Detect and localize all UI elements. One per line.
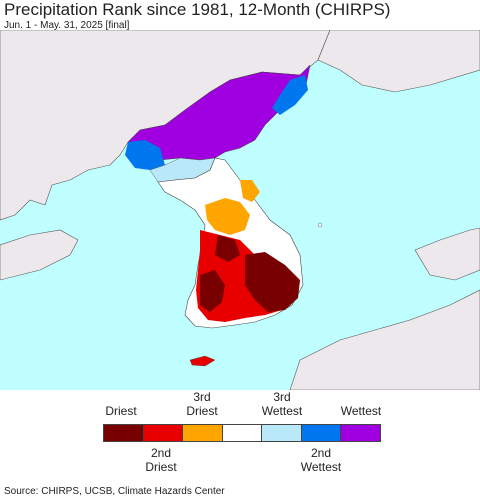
legend-color-bar bbox=[103, 424, 381, 442]
source-credit: Source: CHIRPS, UCSB, Climate Hazards Ce… bbox=[4, 486, 225, 497]
legend-label-wettest: Wettest bbox=[340, 404, 382, 418]
nk-2nd-wettest-west bbox=[125, 140, 165, 170]
land-japan bbox=[289, 289, 480, 390]
legend-label-2nd-wettest: 2nd Wettest bbox=[300, 446, 342, 474]
land-japan-north bbox=[414, 227, 480, 281]
legend-swatch-wettest bbox=[341, 425, 381, 441]
legend-label-3rd-driest: 3rd Driest bbox=[186, 390, 218, 418]
sk-3rd-driest-ne bbox=[240, 180, 260, 202]
sk-driest-southwest bbox=[200, 270, 225, 312]
legend-swatch-3rd-wettest bbox=[262, 425, 302, 441]
legend-swatch-2nd-wettest bbox=[301, 425, 342, 441]
legend-swatch-3rd-driest bbox=[183, 425, 223, 441]
legend-label-driest: Driest bbox=[105, 404, 137, 418]
land-shandong bbox=[0, 229, 79, 281]
land-russia bbox=[317, 30, 480, 93]
sk-driest-southeast bbox=[245, 252, 300, 312]
map-subtitle: Jun. 1 - May. 31, 2025 [final] bbox=[4, 20, 130, 31]
jeju-island bbox=[189, 355, 216, 367]
precipitation-rank-map bbox=[0, 30, 480, 390]
legend-swatch-normal bbox=[222, 425, 263, 441]
sk-driest-central bbox=[215, 235, 240, 262]
sk-3rd-driest bbox=[205, 198, 250, 235]
legend-swatch-driest bbox=[104, 425, 144, 441]
ulleung-island bbox=[317, 222, 323, 228]
legend-label-3rd-wettest: 3rd Wettest bbox=[261, 390, 303, 418]
legend-label-2nd-driest: 2nd Driest bbox=[145, 446, 177, 474]
legend-swatch-2nd-driest bbox=[143, 425, 184, 441]
nk-2nd-wettest-east bbox=[272, 75, 308, 115]
map-title: Precipitation Rank since 1981, 12-Month … bbox=[4, 0, 391, 19]
